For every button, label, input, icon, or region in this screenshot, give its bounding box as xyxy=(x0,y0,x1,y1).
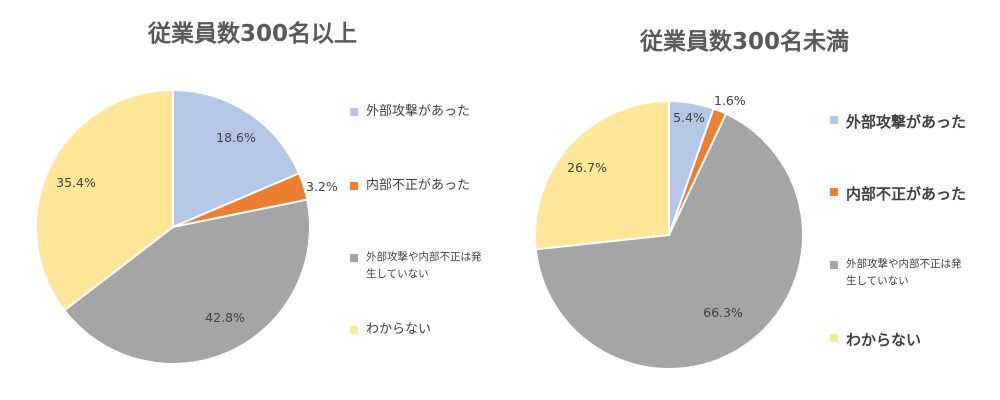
legend-label-unknown: わからない xyxy=(846,331,922,349)
legend-item-unknown: わからない xyxy=(350,321,486,338)
legend-swatch-unknown xyxy=(350,326,358,334)
legend-item-none: 外部攻撃や内部不正は発生していない xyxy=(830,256,966,290)
legend-item-none: 外部攻撃や内部不正は発生していない xyxy=(350,249,486,283)
legend-swatch-none xyxy=(830,261,838,269)
legend-swatch-external xyxy=(350,108,358,116)
chart-title-right: 従業員数300名未満 xyxy=(640,29,850,55)
legend-label-internal: 内部不正があった xyxy=(846,185,967,203)
legend-swatch-none xyxy=(350,254,358,262)
legend-item-external: 外部攻撃があった xyxy=(830,111,966,132)
legend-item-internal: 内部不正があった xyxy=(350,177,486,194)
slice-none xyxy=(62,198,311,365)
legend-label-external: 外部攻撃があった xyxy=(366,104,471,119)
slice-unknown xyxy=(534,99,670,251)
chart-title-left: 従業員数300名以上 xyxy=(148,21,358,47)
data-label: 66.3% xyxy=(703,305,743,320)
legend-label-none: 外部攻撃や内部不正は発生していない xyxy=(366,251,482,280)
legend-swatch-unknown xyxy=(830,334,838,342)
data-label: 42.8% xyxy=(205,310,245,325)
legend-swatch-internal xyxy=(830,188,838,196)
legend-item-external: 外部攻撃があった xyxy=(350,103,486,120)
legend-label-none: 外部攻撃や内部不正は発生していない xyxy=(846,258,962,287)
legend-item-internal: 内部不正があった xyxy=(830,183,966,204)
data-label: 1.6% xyxy=(714,93,746,108)
slice-unknown xyxy=(35,88,174,312)
slice-external xyxy=(172,88,301,229)
slice-none xyxy=(534,112,804,370)
legend-swatch-external xyxy=(830,116,838,124)
legend-right: 外部攻撃があった 内部不正があった 外部攻撃や内部不正は発生していない わからな… xyxy=(830,111,990,361)
legend-swatch-internal xyxy=(350,182,358,190)
data-label: 5.4% xyxy=(673,110,705,125)
legend-label-unknown: わからない xyxy=(366,322,432,337)
data-label: 3.2% xyxy=(306,179,338,194)
data-label: 18.6% xyxy=(216,130,256,145)
legend-label-internal: 内部不正があった xyxy=(366,178,471,193)
legend-item-unknown: わからない xyxy=(830,329,921,350)
data-label: 26.7% xyxy=(567,160,607,175)
legend-left: 外部攻撃があった 内部不正があった 外部攻撃や内部不正は発生していない わからな… xyxy=(350,103,500,353)
data-label: 35.4% xyxy=(56,175,96,190)
legend-label-external: 外部攻撃があった xyxy=(846,113,967,131)
